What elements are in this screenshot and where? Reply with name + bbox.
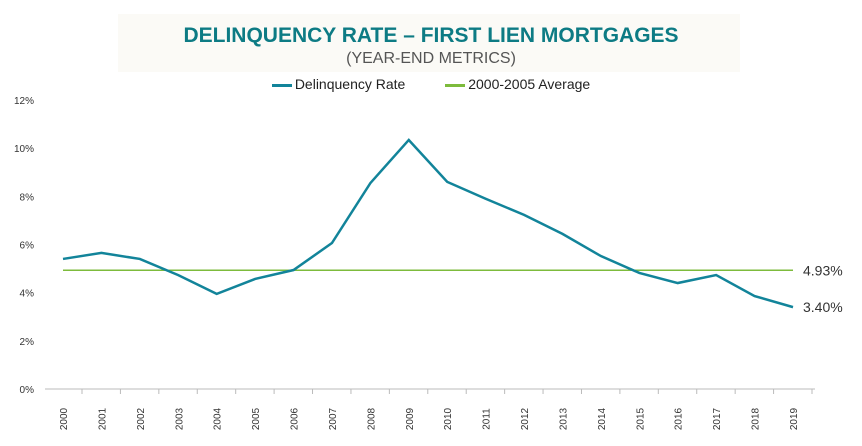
x-tick-label: 2010 — [443, 407, 454, 430]
x-tick-label: 2016 — [674, 407, 685, 430]
x-tick-label: 2000 — [59, 407, 70, 430]
y-tick-label: 0% — [20, 385, 35, 396]
x-tick-label: 2004 — [213, 407, 224, 430]
x-tick-label: 2013 — [558, 407, 569, 430]
legend-label: 2000-2005 Average — [468, 76, 591, 92]
y-tick-label: 4% — [20, 289, 35, 300]
legend-item-delinquency: Delinquency Rate — [271, 76, 406, 92]
y-tick-label: 2% — [20, 337, 35, 348]
legend-label: Delinquency Rate — [294, 76, 406, 92]
x-tick-label: 2015 — [635, 407, 646, 430]
x-tick-label: 2006 — [290, 407, 301, 430]
x-tick-label: 2009 — [405, 407, 416, 430]
x-tick-label: 2002 — [136, 407, 147, 430]
x-tick-label: 2005 — [251, 407, 262, 430]
x-tick-label: 2017 — [712, 407, 723, 430]
legend: Delinquency Rate 2000-2005 Average — [0, 76, 862, 92]
legend-swatch — [445, 83, 466, 87]
legend-item-average: 2000-2005 Average — [445, 76, 590, 92]
chart-title: DELINQUENCY RATE – FIRST LIEN MORTGAGES — [183, 24, 679, 47]
y-tick-label: 8% — [20, 192, 35, 203]
x-tick-label: 2019 — [789, 407, 800, 430]
y-tick-label: 6% — [20, 241, 35, 252]
x-tick-label: 2014 — [597, 407, 608, 430]
x-tick-label: 2008 — [366, 407, 377, 430]
x-tick-label: 2018 — [751, 407, 762, 430]
title-background — [118, 14, 740, 72]
legend-swatch — [271, 83, 292, 87]
x-tick-label: 2011 — [482, 408, 493, 430]
x-tick-label: 2001 — [97, 407, 108, 430]
end-value-label: 4.93% — [803, 262, 843, 278]
chart-subtitle: (YEAR-END METRICS) — [346, 50, 516, 67]
y-tick-label: 10% — [14, 144, 34, 155]
y-tick-label: 12% — [14, 96, 34, 107]
x-tick-label: 2007 — [328, 407, 339, 430]
x-tick-label: 2003 — [174, 407, 185, 430]
series-line-delinquency-rate — [62, 138, 794, 309]
x-tick-label: 2012 — [520, 407, 531, 430]
end-value-label: 3.40% — [803, 299, 843, 315]
